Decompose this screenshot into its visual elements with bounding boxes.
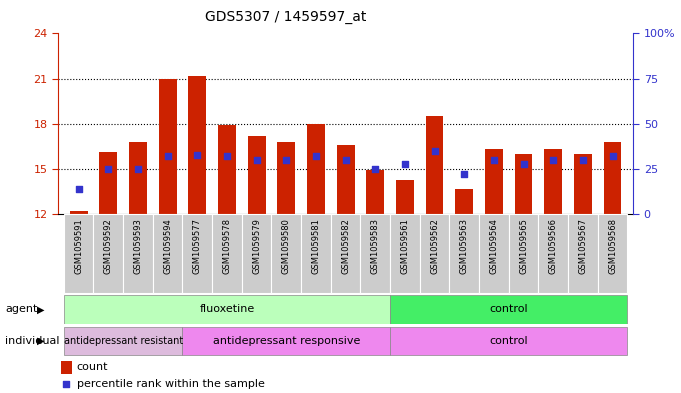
Text: GSM1059583: GSM1059583 [370, 218, 380, 274]
Text: GSM1059579: GSM1059579 [252, 218, 261, 274]
Point [221, 153, 232, 160]
Text: GSM1059567: GSM1059567 [578, 218, 588, 274]
Bar [301, 214, 331, 293]
Text: GSM1059562: GSM1059562 [430, 218, 439, 274]
Bar [61, 361, 72, 374]
Bar [449, 214, 479, 293]
Text: GSM1059566: GSM1059566 [549, 218, 558, 274]
Point [251, 157, 262, 163]
Text: GSM1059564: GSM1059564 [490, 218, 498, 274]
Text: ▶: ▶ [37, 336, 45, 346]
Point [577, 157, 588, 163]
Bar [603, 142, 622, 214]
Bar [123, 214, 153, 293]
Bar [544, 149, 562, 214]
Bar [64, 296, 390, 324]
Bar [419, 214, 449, 293]
Bar [159, 79, 176, 214]
Point [488, 157, 499, 163]
Text: agent: agent [5, 305, 38, 314]
Text: control: control [490, 336, 528, 346]
Bar [574, 154, 592, 214]
Bar [183, 327, 390, 355]
Bar [426, 116, 443, 214]
Point [162, 153, 173, 160]
Bar [456, 189, 473, 214]
Point [340, 157, 351, 163]
Bar [99, 152, 117, 214]
Point [607, 153, 618, 160]
Text: fluoxetine: fluoxetine [200, 305, 255, 314]
Text: control: control [490, 305, 528, 314]
Point [548, 157, 558, 163]
Point [73, 186, 84, 192]
Bar [390, 327, 627, 355]
Text: GSM1059563: GSM1059563 [460, 218, 469, 274]
Text: GSM1059568: GSM1059568 [608, 218, 617, 274]
Bar [277, 142, 295, 214]
Bar [242, 214, 272, 293]
Bar [183, 214, 212, 293]
Point [281, 157, 291, 163]
Bar [485, 149, 503, 214]
Bar [69, 211, 88, 214]
Bar [336, 145, 355, 214]
Bar [509, 214, 539, 293]
Bar [390, 296, 627, 324]
Text: GDS5307 / 1459597_at: GDS5307 / 1459597_at [206, 10, 366, 24]
Text: individual: individual [5, 336, 60, 346]
Point [103, 166, 114, 172]
Bar [366, 171, 384, 214]
Text: GSM1059592: GSM1059592 [104, 218, 113, 274]
Bar [396, 180, 414, 214]
Text: GSM1059577: GSM1059577 [193, 218, 202, 274]
Point [311, 153, 321, 160]
Bar [64, 214, 93, 293]
Text: GSM1059593: GSM1059593 [133, 218, 142, 274]
Bar [539, 214, 568, 293]
Text: GSM1059561: GSM1059561 [400, 218, 409, 274]
Bar [568, 214, 598, 293]
Point [61, 380, 72, 387]
Bar [479, 214, 509, 293]
Point [192, 151, 203, 158]
Point [370, 166, 381, 172]
Point [400, 160, 411, 167]
Text: percentile rank within the sample: percentile rank within the sample [77, 379, 264, 389]
Point [518, 160, 529, 167]
Text: count: count [77, 362, 108, 372]
Bar [212, 214, 242, 293]
Point [459, 171, 470, 178]
Text: GSM1059591: GSM1059591 [74, 218, 83, 274]
Bar [153, 214, 183, 293]
Bar [598, 214, 627, 293]
Point [429, 148, 440, 154]
Bar [189, 75, 206, 214]
Text: GSM1059580: GSM1059580 [282, 218, 291, 274]
Bar [331, 214, 360, 293]
Text: GSM1059582: GSM1059582 [341, 218, 350, 274]
Text: GSM1059594: GSM1059594 [163, 218, 172, 274]
Bar [218, 125, 236, 214]
Text: antidepressant responsive: antidepressant responsive [212, 336, 360, 346]
Text: GSM1059578: GSM1059578 [223, 218, 232, 274]
Text: GSM1059581: GSM1059581 [311, 218, 321, 274]
Text: ▶: ▶ [37, 305, 45, 314]
Bar [390, 214, 419, 293]
Text: GSM1059565: GSM1059565 [519, 218, 528, 274]
Bar [307, 124, 325, 214]
Bar [64, 327, 183, 355]
Bar [248, 136, 266, 214]
Bar [515, 154, 533, 214]
Bar [129, 142, 147, 214]
Bar [272, 214, 301, 293]
Point [133, 166, 144, 172]
Bar [360, 214, 390, 293]
Bar [93, 214, 123, 293]
Text: antidepressant resistant: antidepressant resistant [63, 336, 183, 346]
